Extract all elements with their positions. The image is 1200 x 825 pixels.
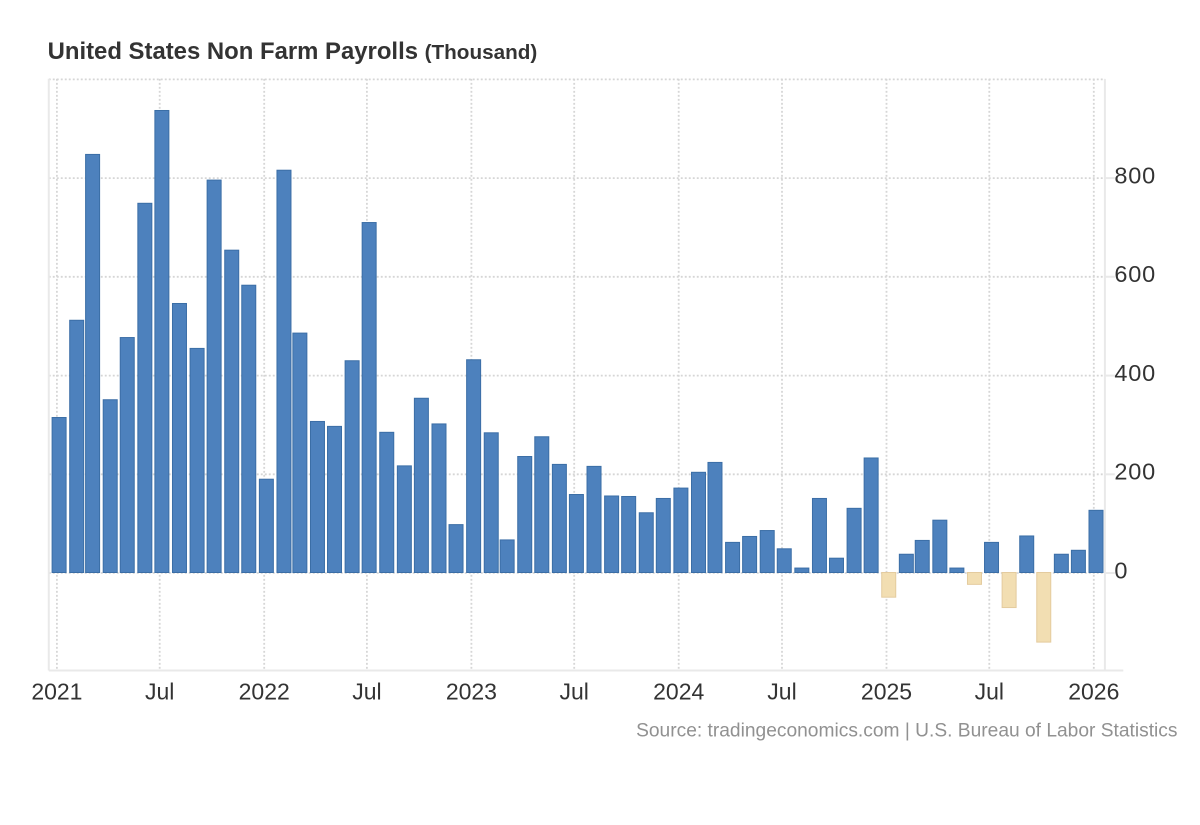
svg-text:0: 0 — [1114, 557, 1128, 583]
svg-text:United States Non Farm Payroll: United States Non Farm Payrolls (Thousan… — [48, 38, 538, 65]
svg-text:600: 600 — [1114, 261, 1156, 287]
svg-text:Jul: Jul — [352, 679, 381, 705]
svg-text:Source: tradingeconomics.com |: Source: tradingeconomics.com | U.S. Bure… — [636, 721, 1177, 742]
svg-text:Jul: Jul — [145, 679, 174, 705]
svg-text:Jul: Jul — [975, 679, 1004, 705]
svg-text:2024: 2024 — [653, 679, 704, 705]
svg-text:2023: 2023 — [446, 679, 497, 705]
svg-text:200: 200 — [1114, 459, 1156, 485]
svg-text:2026: 2026 — [1068, 679, 1119, 705]
svg-text:2022: 2022 — [239, 679, 290, 705]
svg-text:400: 400 — [1114, 360, 1156, 386]
svg-text:Jul: Jul — [767, 679, 796, 705]
svg-text:800: 800 — [1114, 162, 1156, 188]
svg-text:2025: 2025 — [861, 679, 912, 705]
svg-text:Jul: Jul — [559, 679, 588, 705]
svg-text:2021: 2021 — [31, 679, 82, 705]
